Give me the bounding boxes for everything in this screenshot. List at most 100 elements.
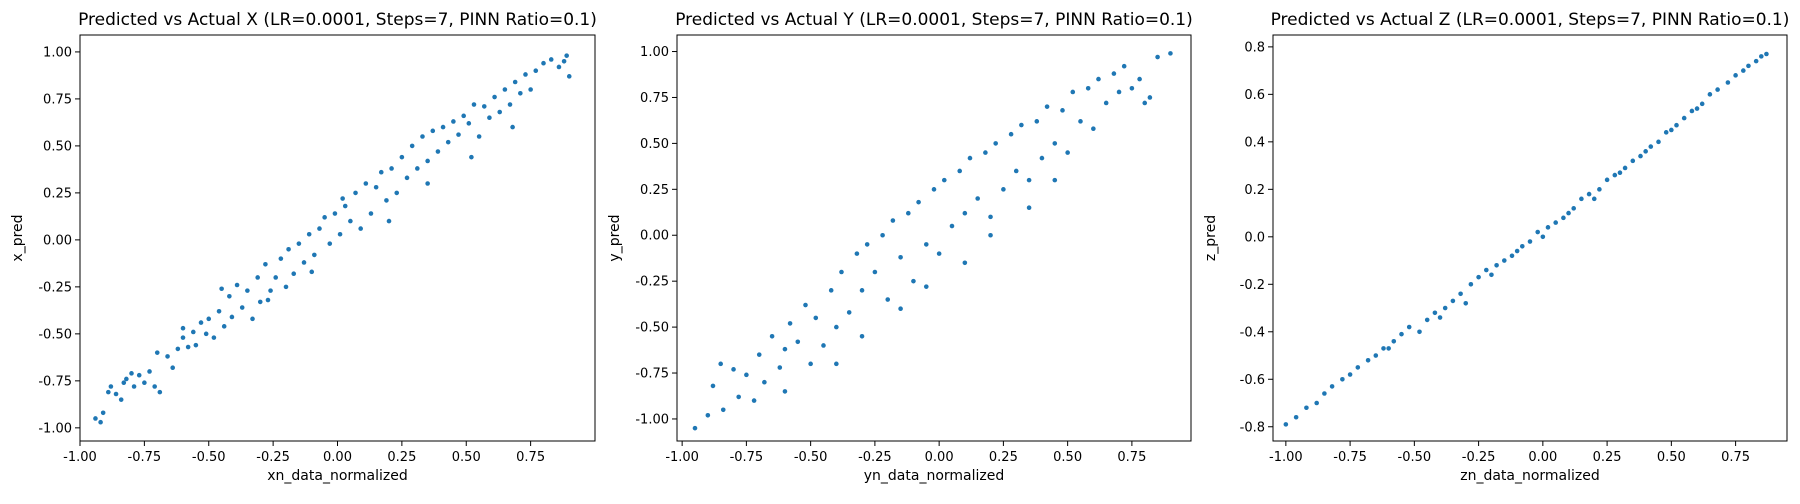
data-point (1096, 76, 1101, 82)
y-tick-label: 0.25 (640, 183, 669, 198)
x-tick-label: 0.00 (925, 450, 954, 465)
data-point (147, 369, 152, 374)
data-point (154, 350, 160, 355)
data-point (250, 316, 255, 322)
data-point (1566, 210, 1571, 216)
data-point (142, 380, 147, 386)
data-point (198, 320, 204, 325)
data-point (1638, 153, 1643, 159)
x-tick-label: -0.50 (1398, 450, 1432, 465)
data-point (1597, 187, 1602, 192)
x-tick-label: 0.00 (323, 450, 352, 465)
data-point (510, 124, 515, 130)
data-point (1519, 244, 1525, 249)
x-tick-label: 0.00 (1528, 450, 1557, 465)
data-point (306, 231, 312, 237)
data-point (1579, 196, 1584, 202)
data-point (1545, 225, 1551, 230)
data-point (1643, 149, 1648, 154)
data-point (880, 232, 885, 238)
data-point (872, 269, 878, 275)
data-point (1622, 165, 1628, 171)
data-point (257, 299, 263, 305)
data-point (445, 139, 451, 145)
data-point (1437, 315, 1443, 320)
data-point (113, 391, 119, 397)
data-point (1586, 191, 1592, 197)
data-point (962, 260, 968, 266)
y-tick-label: 0.4 (1244, 135, 1265, 150)
data-point (1450, 298, 1456, 304)
data-point (1571, 206, 1576, 211)
data-point (1458, 291, 1463, 297)
chart-title: Predicted vs Actual X (LR=0.0001, Steps=… (78, 10, 597, 30)
data-point (1494, 263, 1499, 268)
data-point (353, 190, 358, 196)
data-point (1514, 248, 1520, 254)
data-point (1468, 282, 1474, 287)
data-point (1424, 317, 1430, 323)
data-point (1399, 331, 1404, 337)
data-point (394, 190, 400, 196)
data-point (803, 302, 808, 308)
x-axis-label: yn_data_normalized (864, 468, 1005, 484)
data-point (136, 372, 142, 378)
data-point (795, 339, 801, 345)
data-point (1617, 170, 1623, 176)
data-point (1137, 76, 1142, 82)
data-point (566, 74, 572, 79)
data-point (1725, 80, 1731, 85)
data-point (1759, 54, 1764, 59)
y-tick-label: 0.75 (640, 91, 669, 106)
data-point (756, 352, 762, 357)
data-point (175, 346, 181, 352)
data-point (368, 211, 374, 216)
data-point (911, 278, 916, 284)
data-point (1604, 177, 1610, 183)
data-point (885, 297, 891, 302)
data-point (1476, 274, 1481, 280)
y-tick-label: -0.6 (1240, 373, 1265, 388)
data-point (348, 218, 353, 224)
data-point (988, 214, 993, 220)
data-point (898, 306, 903, 312)
data-point (1013, 168, 1019, 174)
y-tick-label: 0.0 (1244, 230, 1265, 245)
data-point (923, 284, 929, 289)
data-point (291, 271, 297, 277)
data-point (1406, 324, 1412, 330)
data-point (1381, 346, 1386, 351)
y-tick-label: -0.2 (1240, 278, 1265, 293)
y-tick-label: 1.00 (640, 45, 669, 60)
data-point (425, 181, 430, 186)
data-point (710, 383, 716, 389)
data-point (983, 150, 988, 155)
data-point (399, 154, 405, 160)
data-point (864, 242, 870, 247)
data-point (1078, 119, 1083, 124)
data-point (957, 168, 962, 174)
data-point (221, 324, 227, 329)
data-point (1764, 51, 1769, 57)
data-point (1612, 172, 1618, 178)
data-point (1484, 267, 1489, 273)
data-point (1391, 338, 1397, 344)
y-tick-label: -0.25 (635, 275, 669, 290)
y-tick-label: 0.25 (43, 186, 72, 201)
data-point (342, 203, 348, 209)
y-tick-label: 1.00 (43, 45, 72, 60)
data-point (487, 115, 492, 120)
data-point (430, 128, 436, 134)
y-tick-label: 0.2 (1244, 183, 1265, 198)
data-point (898, 254, 903, 260)
data-point (564, 53, 569, 58)
data-point (988, 232, 993, 238)
data-point (1432, 310, 1438, 316)
data-point (931, 187, 937, 192)
data-point (389, 166, 394, 171)
data-point (916, 199, 921, 205)
data-point (1373, 353, 1379, 358)
data-point (211, 335, 217, 340)
data-point (1060, 108, 1065, 113)
y-axis-label: z_pred (1203, 215, 1219, 261)
